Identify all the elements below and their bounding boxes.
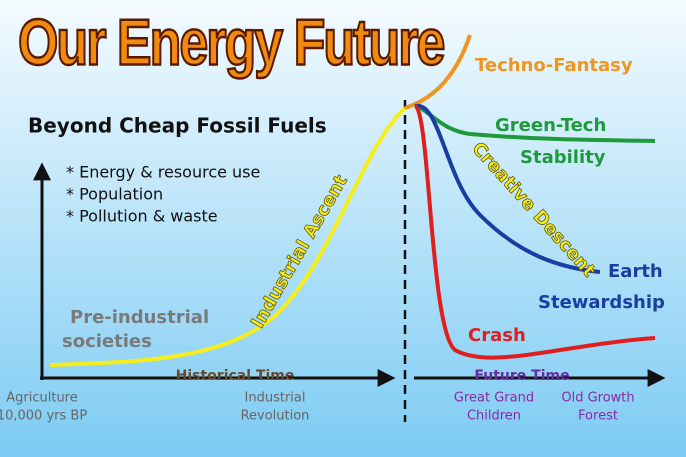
- time-label: Old Growth: [561, 391, 634, 406]
- subtitle: Beyond Cheap Fossil Fuels: [28, 114, 327, 138]
- time-label: Forest: [578, 409, 618, 424]
- time-label: 10,000 yrs BP: [0, 409, 87, 424]
- measure: * Energy & resource use: [66, 163, 260, 182]
- earth-curve: [414, 103, 601, 274]
- green-label: Green-Tech: [495, 115, 606, 136]
- time-label: Industrial: [245, 391, 306, 406]
- time-label: Great Grand: [454, 391, 534, 406]
- pre-industrial-label: Pre-industrial: [70, 307, 209, 328]
- ascent-curve: [49, 106, 407, 367]
- earth-label: Earth: [608, 261, 663, 282]
- green-label: Stability: [520, 147, 606, 168]
- axis-title: Historical Time: [176, 368, 295, 384]
- axis-title: Future Time: [474, 368, 569, 384]
- title: Our Energy Future: [18, 7, 444, 79]
- earth-label: Stewardship: [538, 292, 665, 313]
- measure: * Population: [66, 185, 163, 204]
- crash-label: Crash: [468, 325, 526, 346]
- techno-curve: [404, 34, 472, 110]
- techno-label: Techno-Fantasy: [475, 55, 633, 76]
- time-label: Agriculture: [6, 391, 78, 406]
- pre-industrial-label: societies: [62, 331, 152, 352]
- measure: * Pollution & waste: [66, 207, 218, 226]
- time-label: Revolution: [241, 409, 310, 424]
- time-label: Children: [467, 409, 521, 424]
- crash-curve: [413, 104, 656, 360]
